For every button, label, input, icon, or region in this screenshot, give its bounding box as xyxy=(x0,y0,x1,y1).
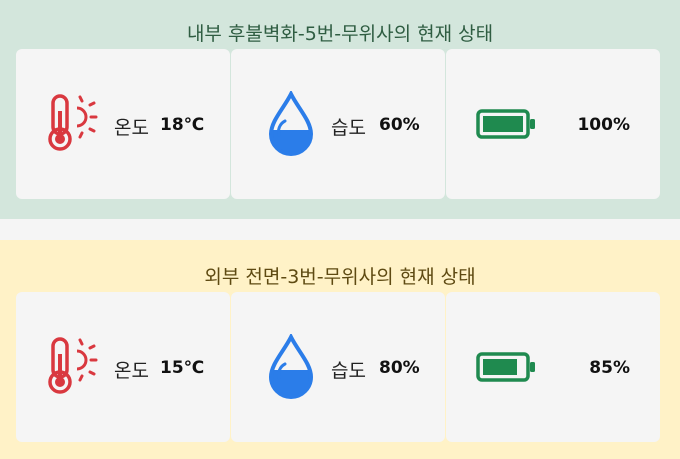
humidity-value: 80% xyxy=(379,358,420,378)
humidity-label: 습도 xyxy=(331,117,366,139)
humidity-card: 습도 80% xyxy=(231,292,445,442)
battery-icon xyxy=(476,109,535,139)
thermometer-sun-icon xyxy=(48,94,98,151)
humidity-label: 습도 xyxy=(331,360,366,382)
battery-card: 100% xyxy=(446,49,660,199)
battery-value: 100% xyxy=(577,115,630,135)
water-drop-icon xyxy=(268,91,314,156)
humidity-value: 60% xyxy=(379,115,420,135)
temperature-label: 온도 xyxy=(114,117,149,139)
thermometer-sun-icon xyxy=(48,337,98,394)
water-drop-icon xyxy=(268,334,314,399)
panel-title: 외부 전면-3번-무위사의 현재 상태 xyxy=(204,266,476,288)
temperature-value: 15℃ xyxy=(160,358,205,378)
temperature-card: 온도 15℃ xyxy=(16,292,230,442)
humidity-card: 습도 60% xyxy=(231,49,445,199)
inner-status-panel: 내부 후불벽화-5번-무위사의 현재 상태 온도 18℃ 습도 60% xyxy=(0,0,680,219)
battery-icon xyxy=(476,352,535,382)
panel-title: 내부 후불벽화-5번-무위사의 현재 상태 xyxy=(186,23,494,45)
battery-card: 85% xyxy=(446,292,660,442)
battery-value: 85% xyxy=(589,358,630,378)
temperature-card: 온도 18℃ xyxy=(16,49,230,199)
outer-status-panel: 외부 전면-3번-무위사의 현재 상태 온도 15℃ 습도 80% xyxy=(0,240,680,459)
temperature-value: 18℃ xyxy=(160,115,205,135)
temperature-label: 온도 xyxy=(114,360,149,382)
